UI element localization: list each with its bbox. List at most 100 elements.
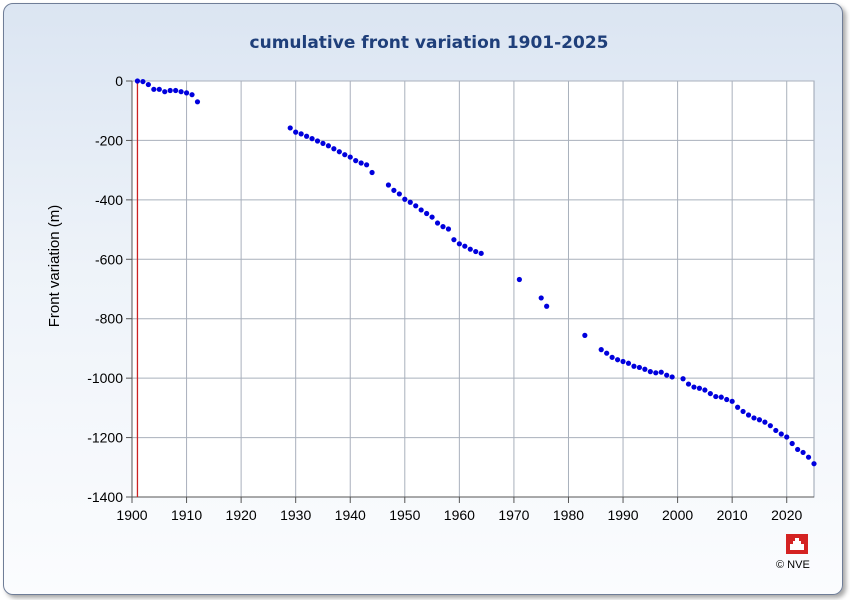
data-point — [140, 78, 146, 85]
data-point — [778, 431, 784, 437]
data-point — [462, 243, 468, 249]
data-point — [664, 372, 670, 378]
data-point — [194, 99, 201, 105]
data-point — [795, 446, 801, 453]
data-point — [636, 364, 643, 371]
x-tick-label: 2010 — [717, 507, 748, 523]
y-tick-label: -800 — [95, 311, 123, 327]
data-point — [735, 404, 741, 410]
x-tick-label: 1970 — [498, 507, 529, 523]
data-point — [625, 360, 632, 366]
data-point — [713, 393, 719, 400]
data-point — [800, 449, 806, 456]
x-tick-label: 2000 — [662, 507, 693, 523]
chart-frame: cumulative front variation 1901-2025 190… — [3, 3, 843, 595]
data-point — [544, 303, 550, 309]
data-point — [762, 419, 768, 425]
y-tick-label: -1000 — [87, 370, 123, 386]
x-tick-label: 1980 — [553, 507, 584, 523]
data-point — [516, 276, 522, 283]
axes: 1900 1910 1920 1930 1940 1950 1960 1970 1980 1990… — [87, 73, 814, 523]
x-tick-label: 1960 — [444, 507, 475, 523]
data-point — [685, 381, 692, 387]
data-point — [342, 152, 348, 158]
data-point — [647, 369, 653, 375]
x-tick-label: 1930 — [280, 507, 311, 523]
data-point — [538, 295, 544, 301]
data-point — [445, 226, 452, 232]
chart-svg: cumulative front variation 1901-2025 190… — [46, 33, 817, 571]
data-point — [162, 89, 168, 95]
data-point — [724, 396, 730, 403]
data-point — [347, 154, 353, 160]
plot-area — [131, 80, 815, 498]
data-point — [402, 196, 408, 202]
data-point — [336, 149, 342, 155]
data-point — [767, 423, 773, 429]
chart-title: cumulative front variation 1901-2025 — [250, 33, 609, 53]
data-point — [811, 461, 817, 467]
data-point — [631, 363, 637, 369]
data-point — [784, 434, 790, 440]
y-tick-label: -200 — [95, 132, 123, 148]
data-point — [609, 354, 615, 360]
data-point — [658, 369, 664, 375]
data-point — [167, 87, 173, 94]
data-point — [293, 129, 299, 135]
data-point — [729, 398, 735, 404]
x-tick-label: 1950 — [389, 507, 420, 523]
data-point — [440, 224, 446, 230]
y-tick-label: -400 — [95, 192, 123, 208]
data-point — [325, 143, 332, 149]
data-point — [478, 250, 484, 256]
data-point — [424, 210, 430, 217]
data-point — [614, 357, 621, 363]
data-point — [653, 370, 659, 376]
data-point — [407, 199, 413, 205]
data-point — [385, 182, 392, 188]
x-tick-label: 1920 — [226, 507, 257, 523]
data-point — [396, 191, 402, 197]
y-tick-label: -1400 — [87, 489, 123, 505]
data-point — [369, 169, 375, 176]
data-point — [745, 412, 752, 418]
data-point — [287, 125, 293, 131]
y-tick-label: 0 — [115, 73, 123, 89]
data-point — [391, 187, 397, 193]
data-point — [309, 136, 315, 142]
data-point — [702, 387, 708, 393]
data-point — [473, 248, 479, 255]
data-point — [604, 350, 610, 356]
data-point — [151, 86, 157, 92]
data-point — [358, 160, 364, 166]
data-point — [331, 146, 337, 152]
data-point — [413, 203, 419, 209]
data-point — [582, 332, 588, 338]
data-point — [669, 374, 675, 380]
x-tick-label: 2020 — [771, 507, 802, 523]
x-tick-label: 1900 — [116, 507, 147, 523]
data-point — [178, 89, 184, 95]
data-point — [320, 140, 326, 146]
data-point — [298, 131, 304, 137]
grid — [131, 80, 814, 498]
data-point — [680, 376, 686, 382]
data-point — [773, 427, 779, 434]
data-point — [598, 347, 604, 353]
nve-logo — [786, 534, 808, 554]
data-point — [183, 90, 190, 96]
data-point — [451, 237, 457, 243]
data-point — [456, 241, 462, 247]
y-tick-label: -1200 — [87, 430, 123, 446]
data-point — [314, 138, 321, 144]
data-point — [173, 87, 179, 94]
y-axis-label: Front variation (m) — [46, 205, 63, 328]
data-points — [134, 78, 817, 467]
data-point — [156, 86, 162, 92]
data-point — [718, 394, 724, 400]
data-point — [756, 417, 763, 423]
data-point — [353, 158, 359, 164]
y-tick-label: -600 — [95, 251, 123, 267]
copyright: © NVE — [776, 559, 810, 571]
data-point — [434, 220, 441, 226]
